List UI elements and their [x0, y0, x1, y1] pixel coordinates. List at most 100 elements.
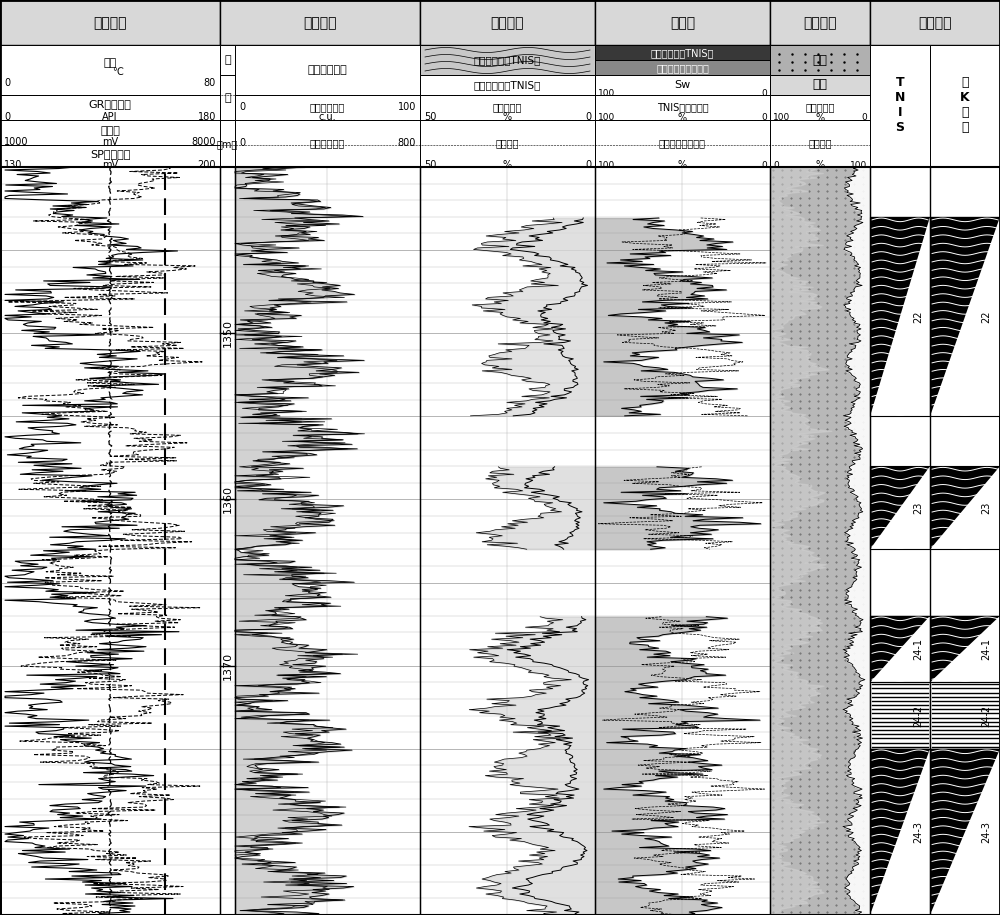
Text: 温度: 温度 — [103, 58, 117, 68]
Text: 1360: 1360 — [222, 486, 232, 513]
Text: 8000: 8000 — [192, 137, 216, 147]
Bar — [870, 45, 930, 167]
Text: T
N
I
S: T N I S — [895, 76, 905, 134]
Bar — [870, 0, 1000, 45]
Text: 含水孔隙度: 含水孔隙度 — [493, 102, 522, 112]
Text: 0: 0 — [239, 102, 245, 112]
Text: 0: 0 — [761, 160, 767, 169]
Text: TNIS含水饱和度: TNIS含水饱和度 — [657, 102, 708, 112]
Text: 100: 100 — [850, 160, 867, 169]
Bar — [595, 0, 770, 45]
Bar — [930, 748, 1000, 915]
Text: 有效孔隙度: 有效孔隙度 — [805, 102, 835, 112]
Text: 泥岩: 泥岩 — [812, 79, 828, 92]
Text: c.u.: c.u. — [319, 112, 336, 122]
Text: 0: 0 — [4, 78, 10, 88]
Bar — [930, 467, 1000, 549]
Text: 100: 100 — [773, 113, 790, 123]
Bar — [420, 45, 595, 75]
Text: 24-2: 24-2 — [981, 705, 991, 727]
Bar — [0, 120, 220, 145]
Bar — [220, 75, 235, 120]
Text: 22: 22 — [981, 310, 991, 323]
Text: 含油饱和度（完井）: 含油饱和度（完井） — [656, 63, 709, 73]
Bar — [595, 75, 770, 95]
Bar — [870, 217, 930, 416]
Polygon shape — [870, 467, 930, 549]
Bar — [420, 0, 595, 45]
Bar — [0, 45, 220, 95]
Bar — [0, 145, 220, 167]
Text: 含油孔隙度（TNIS）: 含油孔隙度（TNIS） — [474, 80, 541, 90]
Text: 100: 100 — [598, 113, 615, 123]
Text: 裸眼井含水饱和度: 裸眼井含水饱和度 — [659, 138, 706, 148]
Text: 1000: 1000 — [4, 137, 28, 147]
Bar — [235, 95, 420, 120]
Text: %: % — [503, 160, 512, 170]
Text: 俘获截面: 俘获截面 — [303, 16, 337, 30]
Bar — [420, 120, 595, 167]
Text: 磁定位: 磁定位 — [100, 126, 120, 136]
Text: 24-2: 24-2 — [913, 705, 923, 727]
Polygon shape — [930, 748, 1000, 915]
Text: 深: 深 — [224, 55, 231, 65]
Text: 双
K
值
法: 双 K 值 法 — [960, 76, 970, 134]
Bar — [220, 45, 235, 75]
Bar — [870, 748, 930, 915]
Text: 0: 0 — [4, 112, 10, 122]
Bar — [235, 45, 420, 95]
Text: %: % — [503, 112, 512, 122]
Text: 800: 800 — [398, 138, 416, 148]
Text: 砂岩: 砂岩 — [812, 53, 828, 67]
Bar — [930, 45, 1000, 167]
Bar — [770, 95, 870, 120]
Text: %: % — [678, 113, 687, 123]
Text: 0: 0 — [239, 138, 245, 148]
Text: 基本参数: 基本参数 — [93, 16, 127, 30]
Text: 0: 0 — [861, 113, 867, 123]
Text: 饱和度: 饱和度 — [670, 16, 695, 30]
Text: 解释结论: 解释结论 — [918, 16, 952, 30]
Bar — [0, 95, 220, 120]
Text: mV: mV — [102, 137, 118, 147]
Text: 地层俘获截面: 地层俘获截面 — [308, 65, 347, 75]
Polygon shape — [930, 616, 1000, 683]
Bar — [595, 95, 770, 120]
Text: 180: 180 — [198, 112, 216, 122]
Text: 24-3: 24-3 — [913, 821, 923, 843]
Polygon shape — [870, 616, 930, 683]
Bar — [930, 616, 1000, 683]
Text: 100: 100 — [598, 160, 615, 169]
Text: 130: 130 — [4, 160, 22, 170]
Bar — [770, 0, 870, 45]
Bar — [770, 167, 870, 915]
Polygon shape — [930, 467, 1000, 549]
Text: 0: 0 — [761, 89, 767, 98]
Bar — [595, 45, 770, 60]
Bar — [930, 683, 1000, 748]
Text: 含水孔隙度（TNIS）: 含水孔隙度（TNIS） — [474, 55, 541, 65]
Text: 24-1: 24-1 — [913, 638, 923, 660]
Bar — [870, 467, 930, 549]
Text: 50: 50 — [424, 160, 436, 170]
Polygon shape — [870, 217, 930, 416]
Text: 泥质含量: 泥质含量 — [808, 138, 832, 148]
Text: %: % — [815, 113, 825, 123]
Text: ℃: ℃ — [112, 67, 124, 77]
Text: 长源距计数率: 长源距计数率 — [310, 102, 345, 112]
Text: 0: 0 — [761, 113, 767, 123]
Text: 200: 200 — [198, 160, 216, 170]
Bar — [770, 45, 870, 75]
Text: SP（完井）: SP（完井） — [90, 149, 130, 159]
Text: mV: mV — [102, 160, 118, 170]
Text: （m）: （m） — [217, 139, 238, 149]
Text: 23: 23 — [981, 501, 991, 514]
Bar — [0, 0, 220, 45]
Text: 100: 100 — [598, 89, 615, 98]
Bar — [220, 120, 235, 167]
Text: 24-3: 24-3 — [981, 821, 991, 843]
Bar — [220, 0, 420, 45]
Text: 0: 0 — [773, 160, 779, 169]
Text: 22: 22 — [913, 310, 923, 323]
Bar — [420, 75, 595, 95]
